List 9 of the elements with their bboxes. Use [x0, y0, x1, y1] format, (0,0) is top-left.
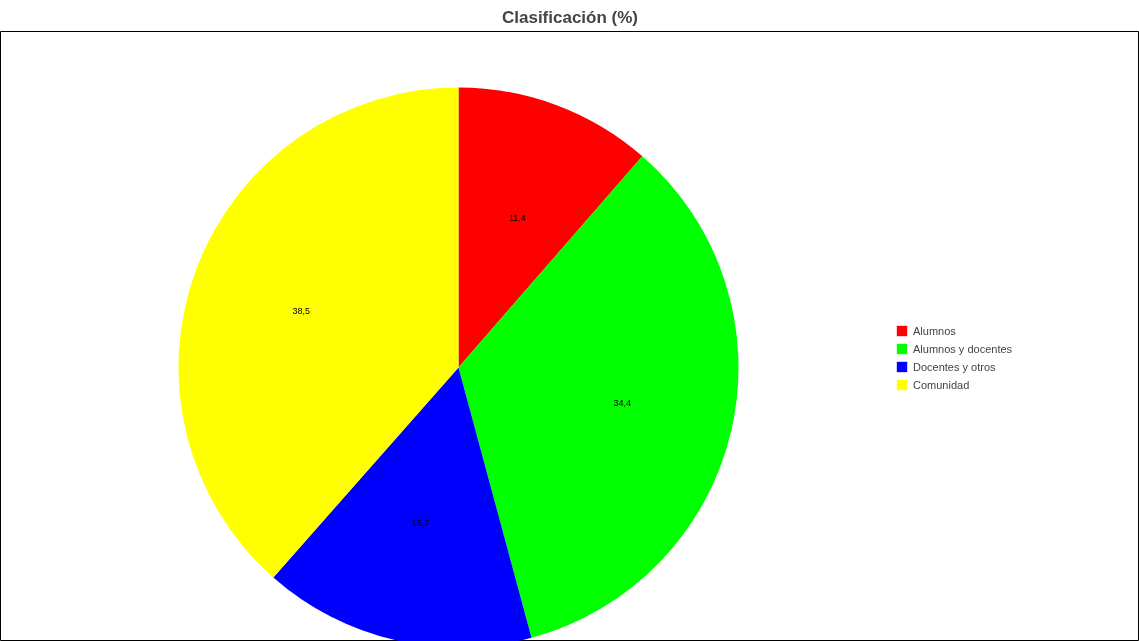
legend-label: Comunidad [913, 378, 970, 391]
data-label: 15,7 [411, 518, 430, 529]
data-label: 11,4 [508, 212, 526, 223]
chart-title: Clasificación (%) [501, 7, 639, 27]
data-label: 38,5 [292, 305, 311, 316]
legend-label: Alumnos [913, 324, 956, 337]
data-label: 34,4 [613, 398, 631, 409]
legend-label: Alumnos y docentes [913, 342, 1013, 355]
legend-label: Docentes y otros [913, 360, 996, 373]
